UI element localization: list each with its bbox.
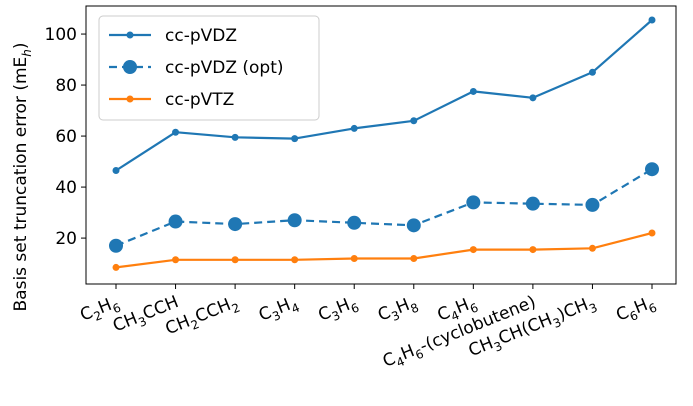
legend-marker-0 bbox=[126, 31, 134, 39]
x-tick-label-5: C3H8 bbox=[375, 292, 421, 328]
series-2-point-4 bbox=[350, 254, 358, 262]
series-0-point-6 bbox=[469, 87, 477, 95]
y-axis-label-end: ) bbox=[11, 43, 31, 50]
series-1-point-0 bbox=[109, 238, 123, 253]
y-axis-label: Basis set truncation error (mEh) bbox=[11, 43, 34, 312]
legend-label-2: cc-pVTZ bbox=[165, 90, 234, 110]
series-2-point-3 bbox=[291, 256, 299, 264]
x-tick-label-4: C3H6 bbox=[316, 292, 362, 328]
x-tick-label-9: C6H6 bbox=[613, 292, 659, 328]
y-axis-ticks: 20 40 60 80 100 bbox=[45, 25, 86, 249]
y-axis-label-sub: h bbox=[20, 49, 34, 57]
series-1-point-6 bbox=[466, 195, 481, 210]
legend: cc-pVDZ cc-pVDZ (opt) cc-pVTZ bbox=[98, 15, 320, 121]
series-0-point-2 bbox=[231, 133, 239, 141]
series-line-2 bbox=[115, 231, 653, 269]
legend-box bbox=[98, 15, 320, 121]
legend-label-1: cc-pVDZ (opt) bbox=[165, 58, 284, 78]
series-line-0 bbox=[115, 19, 653, 172]
x-tick-label-part: CCH bbox=[193, 295, 234, 327]
x-tick-label-3: C3H4 bbox=[256, 292, 302, 328]
y-tick-label-60: 60 bbox=[55, 127, 77, 147]
series-2-point-2 bbox=[231, 256, 239, 264]
plot-area bbox=[85, 5, 677, 285]
series-1-point-5 bbox=[406, 218, 421, 233]
series-0-point-8 bbox=[588, 68, 596, 76]
series-0-point-4 bbox=[350, 124, 358, 132]
legend-marker-2 bbox=[126, 95, 134, 103]
series-0-point-3 bbox=[291, 135, 299, 143]
series-2-point-9 bbox=[648, 229, 656, 237]
series-1-point-1 bbox=[168, 214, 183, 229]
x-tick-label-2: CH2CCH2 bbox=[163, 292, 243, 342]
series-0-point-1 bbox=[172, 128, 180, 136]
series-0-point-0 bbox=[112, 167, 120, 175]
legend-marker-1 bbox=[123, 60, 137, 74]
x-tick-label-part: )CH bbox=[555, 295, 592, 325]
series-1-point-9 bbox=[645, 162, 659, 177]
series-2-point-0 bbox=[112, 263, 120, 271]
series-0-point-7 bbox=[529, 94, 537, 102]
series-1-point-7 bbox=[525, 196, 540, 211]
series-1-point-3 bbox=[287, 213, 302, 228]
series-2-point-6 bbox=[469, 246, 477, 254]
y-tick-label-80: 80 bbox=[55, 76, 77, 96]
series-2-point-1 bbox=[172, 256, 180, 264]
legend-label-0: cc-pVDZ bbox=[165, 26, 237, 46]
series-0-point-5 bbox=[410, 117, 418, 125]
y-axis-label-main: Basis set truncation error (mE bbox=[11, 57, 31, 312]
y-tick-label-20: 20 bbox=[55, 229, 77, 249]
series-0-point-9 bbox=[648, 16, 656, 24]
series-line-1 bbox=[115, 168, 653, 247]
y-tick-label-40: 40 bbox=[55, 178, 77, 198]
series-2-point-8 bbox=[588, 244, 596, 252]
series-1-point-4 bbox=[347, 215, 362, 230]
plot-frame bbox=[85, 5, 677, 285]
series-1-point-8 bbox=[585, 197, 600, 212]
series-2-point-7 bbox=[529, 246, 537, 254]
y-tick-label-100: 100 bbox=[45, 25, 77, 45]
series-1-point-2 bbox=[228, 217, 243, 232]
series-2-point-5 bbox=[410, 254, 418, 262]
